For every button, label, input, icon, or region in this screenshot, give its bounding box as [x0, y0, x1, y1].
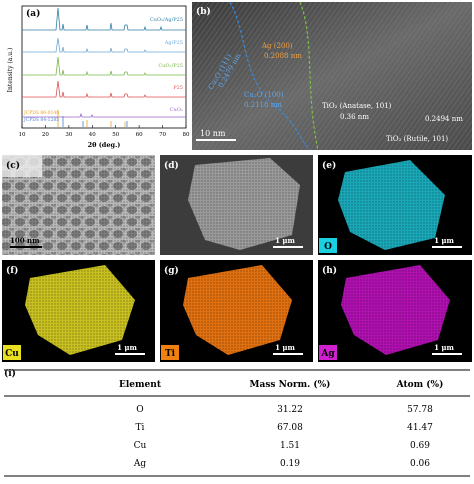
scale-label: 1 μm: [117, 343, 137, 352]
panel-label: (b): [196, 6, 211, 17]
x-tick-label: 70: [159, 132, 166, 138]
panel-label: (g): [164, 265, 179, 276]
scale-label: 1 μm: [275, 343, 295, 352]
series-label: CuOₓ: [170, 107, 183, 113]
x-tick-label: 60: [136, 132, 143, 138]
panel-label: (h): [322, 265, 337, 276]
panel-label: (e): [322, 160, 336, 171]
table-cell: 57.78: [407, 405, 433, 415]
table-cell: 31.22: [277, 405, 303, 415]
reference-label: JCPDS 86-0148: [23, 110, 59, 116]
series-label: P25: [173, 85, 183, 91]
panel-c: [2, 155, 155, 255]
reference-sticks: [57, 110, 128, 127]
table-header: Atom (%): [396, 379, 444, 390]
table-cell: 0.69: [410, 441, 430, 451]
series-label: CuOₓ/Ag/P25: [150, 17, 183, 23]
element-label: Ag: [320, 349, 335, 359]
panel-labels: (c) 100 nm (d) 1 μm (e) 1 μm O (f) 1 μm Cu (g) 1 μm…: [3, 160, 462, 360]
panel-label: (f): [6, 265, 18, 276]
element-label: Ti: [165, 349, 176, 359]
table-cell: Cu: [134, 441, 147, 451]
table-header: Element: [119, 380, 162, 390]
reference-label: JCPDS 84-1285: [23, 117, 59, 123]
table-header: Mass Norm. (%): [250, 379, 331, 390]
element-label: O: [324, 242, 332, 252]
scale-label: 1 μm: [434, 343, 454, 352]
panel-label: (c): [6, 160, 20, 171]
panel-label: (i): [4, 368, 16, 379]
annotation: TiO₂ (Rutile, 101): [386, 135, 448, 143]
table-cell: 0.19: [280, 459, 300, 469]
panel-label: (a): [26, 8, 40, 19]
series-label: Ag/P25: [164, 40, 183, 46]
element-tag: [161, 345, 179, 360]
table-cell: 41.47: [407, 423, 433, 433]
xrd-curve: [22, 80, 186, 98]
x-tick-label: 10: [19, 132, 26, 138]
annotation: 0.2088 nm: [264, 52, 302, 60]
lattice-fringes: [192, 2, 472, 150]
y-axis-label: Intensity (a.u.): [7, 48, 14, 93]
table-cell: Ti: [136, 423, 145, 433]
xrd-curve: [22, 7, 186, 31]
xrd-curves: [22, 7, 186, 118]
series-label: CuOₓ/P25: [158, 63, 183, 69]
x-tick-label: 50: [112, 132, 119, 138]
table-cell: 1.51: [280, 441, 300, 451]
panel-f: [2, 260, 155, 362]
x-tick-label: 40: [89, 132, 96, 138]
annotation: Ag (200): [261, 42, 293, 50]
panel-b: (b) Ag (200) 0.2088 nm Cu₂O (111) 0.2479…: [192, 1, 472, 151]
annotation: TiO₂ (Anatase, 101): [322, 102, 392, 110]
scale-label: 1 μm: [434, 236, 454, 245]
table-cell: O: [136, 405, 143, 415]
x-ticks: 10 20 30 40 50 60 70 80: [19, 125, 190, 138]
panel-d: [160, 155, 313, 255]
table: (i) Element Mass Norm. (%) Atom (%) O 31.22 5…: [4, 368, 470, 477]
panel-e: [318, 155, 472, 255]
table-cell: 67.08: [277, 423, 303, 433]
panel-label: (d): [164, 160, 179, 171]
table-cell: Ag: [133, 459, 146, 469]
element-label: Cu: [5, 349, 19, 359]
panel-g: [160, 260, 313, 362]
table-cell: 0.06: [410, 459, 430, 469]
scale-label: 1 μm: [275, 236, 295, 245]
plot-frame: [21, 5, 187, 129]
element-tag: [319, 345, 337, 360]
xrd-curve: [22, 112, 186, 118]
table-cells: Element Mass Norm. (%) Atom (%) O 31.22 57.78…: [119, 379, 443, 469]
xrd-curve: [22, 56, 186, 76]
x-tick-label: 30: [65, 132, 72, 138]
scale-label: 10 nm: [200, 129, 226, 138]
xrd-curve: [22, 37, 186, 53]
series-labels: CuOₓ/Ag/P25 Ag/P25 CuOₓ/P25 P25 CuOₓ: [150, 17, 183, 113]
scale-label: 100 nm: [10, 236, 40, 245]
annotation: 0.36 nm: [340, 113, 369, 121]
annotation: 0.2118 nm: [244, 101, 282, 109]
annotation: 0.2494 nm: [425, 115, 463, 123]
element-tag: [3, 345, 21, 360]
element-tag: [319, 238, 337, 253]
x-tick-label: 80: [183, 132, 190, 138]
panel-a: (a) Intensity (a.u.) 2θ (deg.) CuOₓ/Ag/P…: [7, 5, 190, 149]
x-tick-label: 20: [42, 132, 49, 138]
annotation: Cu₂O (100): [244, 91, 284, 99]
x-axis-label: 2θ (deg.): [88, 141, 121, 149]
panel-h: [318, 260, 472, 362]
